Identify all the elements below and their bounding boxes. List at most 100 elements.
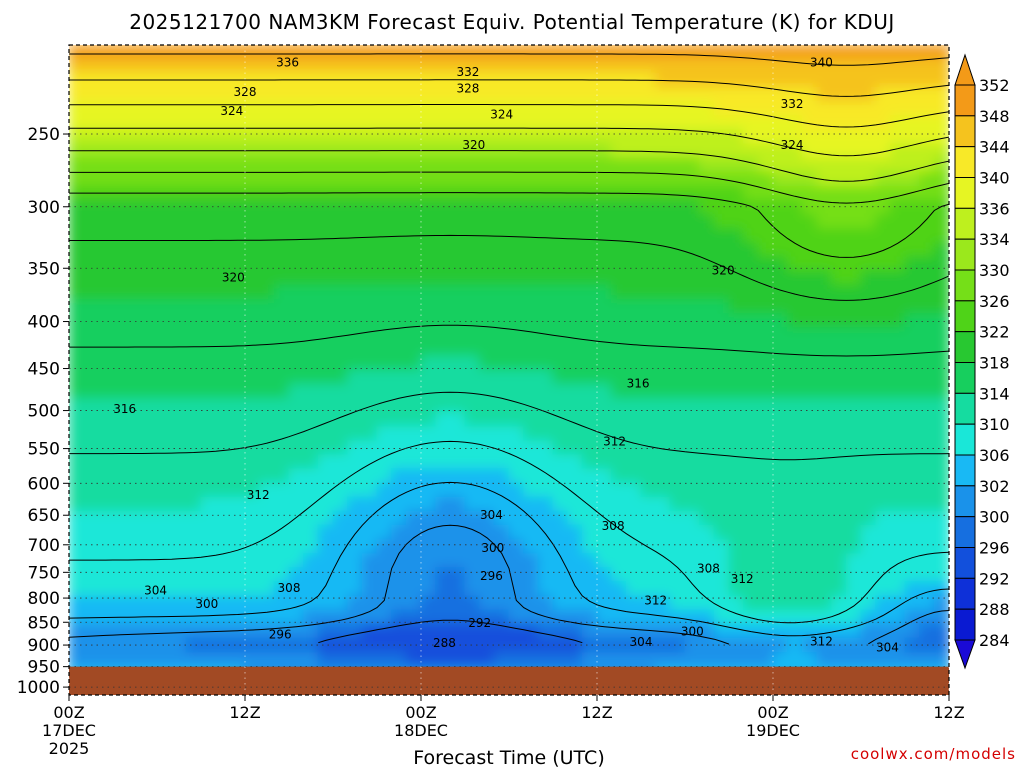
field-cell bbox=[185, 567, 202, 583]
field-cell bbox=[552, 595, 569, 612]
field-cell bbox=[816, 623, 833, 640]
field-cell bbox=[127, 539, 144, 555]
field-cell bbox=[200, 581, 217, 598]
field-cell bbox=[273, 58, 290, 75]
field-cell bbox=[552, 652, 569, 668]
field-cell bbox=[640, 242, 657, 258]
field-cell bbox=[875, 157, 892, 174]
field-cell bbox=[772, 298, 789, 315]
field-cell bbox=[684, 143, 701, 160]
field-cell bbox=[361, 510, 378, 527]
field-cell bbox=[889, 327, 906, 343]
field-cell bbox=[728, 312, 745, 329]
field-cell bbox=[69, 524, 85, 541]
field-cell bbox=[933, 567, 949, 583]
field-cell bbox=[625, 214, 642, 230]
field-cell bbox=[537, 86, 554, 103]
field-cell bbox=[640, 496, 657, 513]
field-cell bbox=[69, 567, 85, 583]
field-cell bbox=[757, 327, 774, 343]
field-cell bbox=[772, 454, 789, 470]
field-cell bbox=[801, 553, 818, 569]
field-cell bbox=[171, 510, 188, 527]
field-cell bbox=[317, 595, 334, 612]
field-cell bbox=[112, 171, 129, 188]
field-cell bbox=[757, 199, 774, 216]
field-cell bbox=[185, 454, 202, 470]
field-cell bbox=[449, 397, 466, 414]
field-cell bbox=[303, 86, 320, 103]
colorbar-label: 322 bbox=[979, 323, 1010, 342]
field-cell bbox=[420, 143, 437, 160]
field-cell bbox=[435, 524, 452, 541]
field-cell bbox=[845, 652, 862, 668]
field-cell bbox=[801, 327, 818, 343]
field-cell bbox=[567, 581, 584, 598]
field-cell bbox=[303, 199, 320, 216]
field-cell bbox=[288, 341, 305, 357]
field-cell bbox=[743, 440, 760, 456]
field-cell bbox=[904, 496, 921, 513]
field-cell bbox=[435, 609, 452, 626]
field-cell bbox=[185, 623, 202, 640]
field-cell bbox=[420, 496, 437, 513]
field-cell bbox=[303, 72, 320, 89]
field-cell bbox=[537, 454, 554, 470]
field-cell bbox=[728, 369, 745, 386]
field-cell bbox=[655, 45, 672, 61]
field-cell bbox=[728, 228, 745, 244]
field-cell bbox=[405, 609, 422, 626]
field-cell bbox=[596, 468, 613, 485]
field-cell bbox=[215, 115, 232, 131]
field-cell bbox=[449, 482, 466, 499]
field-cell bbox=[889, 426, 906, 442]
field-cell bbox=[435, 327, 452, 343]
field-cell bbox=[933, 510, 949, 527]
field-cell bbox=[801, 341, 818, 357]
field-cell bbox=[611, 440, 628, 456]
field-cell bbox=[141, 129, 158, 145]
field-cell bbox=[273, 199, 290, 216]
field-cell bbox=[625, 369, 642, 386]
field-cell bbox=[537, 284, 554, 301]
field-cell bbox=[611, 101, 628, 117]
field-cell bbox=[728, 397, 745, 414]
field-cell bbox=[625, 482, 642, 499]
field-cell bbox=[625, 157, 642, 174]
field-cell bbox=[464, 482, 481, 499]
field-cell bbox=[801, 256, 818, 273]
field-cell bbox=[435, 482, 452, 499]
field-cell bbox=[97, 298, 114, 315]
field-cell bbox=[405, 440, 422, 456]
chart-title: 2025121700 NAM3KM Forecast Equiv. Potent… bbox=[129, 10, 895, 34]
field-cell bbox=[757, 185, 774, 202]
field-cell bbox=[405, 284, 422, 301]
field-cell bbox=[112, 567, 129, 583]
field-cell bbox=[405, 101, 422, 117]
field-cell bbox=[171, 185, 188, 202]
x-tick-label: 00Z bbox=[757, 703, 788, 722]
field-cell bbox=[919, 524, 936, 541]
field-cell bbox=[904, 101, 921, 117]
field-cell bbox=[713, 129, 730, 145]
field-cell bbox=[655, 440, 672, 456]
field-cell bbox=[787, 595, 804, 612]
contour-label: 304 bbox=[480, 508, 503, 522]
field-cell bbox=[787, 312, 804, 329]
field-cell bbox=[464, 86, 481, 103]
field-cell bbox=[845, 327, 862, 343]
field-cell bbox=[303, 440, 320, 456]
field-cell bbox=[523, 185, 540, 202]
field-cell bbox=[845, 595, 862, 612]
field-cell bbox=[772, 524, 789, 541]
field-cell bbox=[757, 553, 774, 569]
field-cell bbox=[919, 510, 936, 527]
field-cell bbox=[303, 185, 320, 202]
field-cell bbox=[581, 567, 598, 583]
field-cell bbox=[215, 171, 232, 188]
field-cell bbox=[200, 72, 217, 89]
field-cell bbox=[449, 652, 466, 668]
field-cell bbox=[889, 228, 906, 244]
field-cell bbox=[537, 242, 554, 258]
field-cell bbox=[889, 101, 906, 117]
